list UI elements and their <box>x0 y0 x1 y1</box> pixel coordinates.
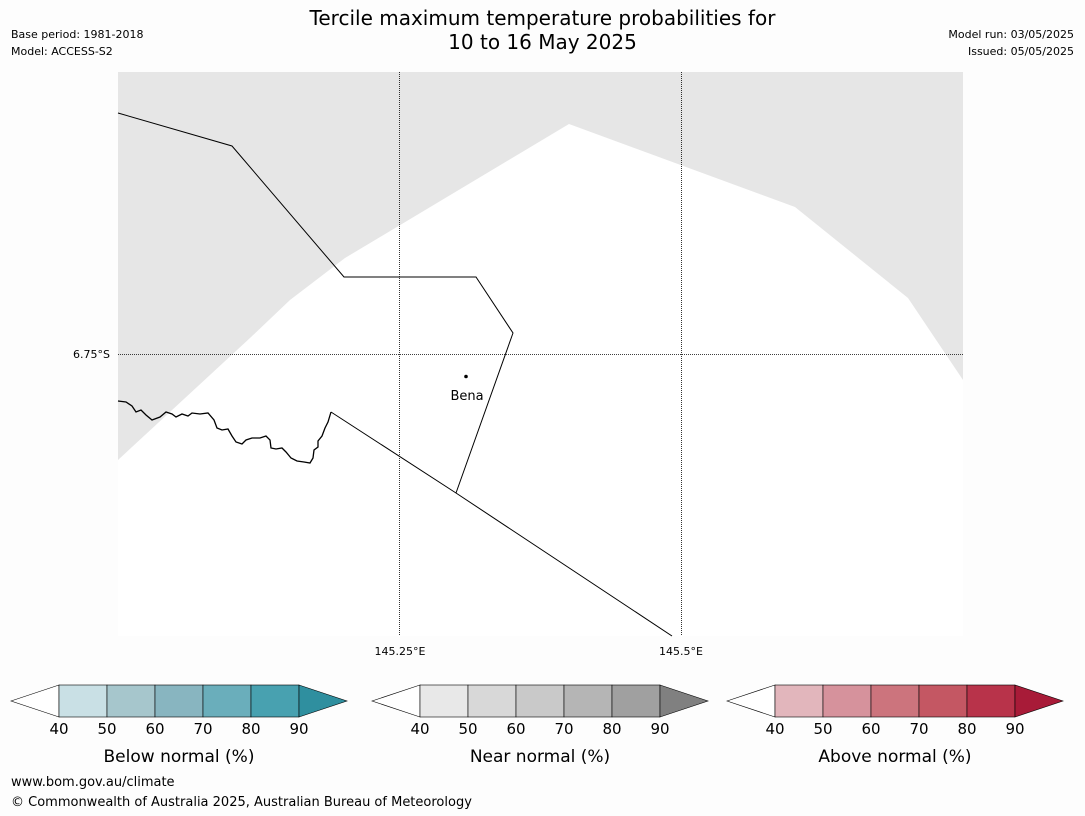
chart-title: Tercile maximum temperature probabilitie… <box>0 6 1085 54</box>
colorbar-tick-label: 50 <box>97 720 116 738</box>
colorbar-tick-label: 80 <box>957 720 976 738</box>
colorbar-tick-label: 80 <box>241 720 260 738</box>
colorbar-above-upper-extend <box>1014 684 1064 718</box>
colorbar-below-lower-extend <box>10 684 60 718</box>
lat-label: 6.75°S <box>73 348 110 361</box>
colorbar-tick-label: 70 <box>554 720 573 738</box>
colorbar-below-upper-extend <box>298 684 348 718</box>
colorbar-tick-label: 90 <box>1005 720 1024 738</box>
colorbar-near-segment <box>515 684 565 718</box>
colorbar-near-segment <box>467 684 517 718</box>
colorbar-above-segment <box>918 684 968 718</box>
colorbar-below-segment <box>106 684 156 718</box>
bena-marker <box>464 374 468 379</box>
bena-label: Bena <box>450 389 483 404</box>
colorbar-above-lower-extend <box>726 684 776 718</box>
colorbar-label: Above normal (%) <box>818 747 971 767</box>
colorbar-tick-label: 80 <box>602 720 621 738</box>
colorbar-below-segment <box>250 684 300 718</box>
base-period: Base period: 1981-2018 <box>11 28 144 41</box>
colorbar-above-segment <box>774 684 824 718</box>
province-boundary-west <box>117 112 514 494</box>
colorbar-tick-label: 60 <box>145 720 164 738</box>
colorbar-tick-label: 90 <box>650 720 669 738</box>
colorbar-near-segment <box>563 684 613 718</box>
colorbar-tick-label: 60 <box>861 720 880 738</box>
lon-label-145-5: 145.5°E <box>659 645 703 658</box>
footer-url[interactable]: www.bom.gov.au/climate <box>11 775 175 790</box>
colorbar-tick-label: 50 <box>458 720 477 738</box>
title-line-2: 10 to 16 May 2025 <box>448 30 637 54</box>
colorbar-tick-label: 40 <box>410 720 429 738</box>
colorbar-below-segment <box>58 684 108 718</box>
colorbar-below-segment <box>202 684 252 718</box>
colorbar-tick-label: 70 <box>193 720 212 738</box>
province-boundary-south <box>330 411 673 637</box>
colorbar-tick-label: 60 <box>506 720 525 738</box>
colorbar-tick-label: 70 <box>909 720 928 738</box>
colorbar-label: Near normal (%) <box>470 747 610 767</box>
meta-left: Base period: 1981-2018 Model: ACCESS-S2 <box>11 26 143 60</box>
colorbar-near-lower-extend <box>371 684 421 718</box>
colorbar-above: 40 50 60 70 80 90 Above normal (%) <box>726 684 1064 767</box>
colorbar-near-segment <box>611 684 661 718</box>
lon-label-145-25: 145.25°E <box>375 645 426 658</box>
model-name: Model: ACCESS-S2 <box>11 45 113 58</box>
colorbar-tick-label: 40 <box>49 720 68 738</box>
colorbar-tick-label: 40 <box>765 720 784 738</box>
colorbar-near: 40 50 60 70 80 90 Near normal (%) <box>371 684 709 767</box>
colorbar-label: Below normal (%) <box>104 747 255 767</box>
masked-region-top <box>118 72 963 460</box>
colorbar-near-upper-extend <box>659 684 709 718</box>
colorbar-above-segment <box>822 684 872 718</box>
model-run: Model run: 03/05/2025 <box>948 28 1074 41</box>
colorbar-tick-label: 50 <box>813 720 832 738</box>
meta-right: Model run: 03/05/2025 Issued: 05/05/2025 <box>948 26 1074 60</box>
colorbar-below: 40 50 60 70 80 90 Below normal (%) <box>10 684 348 767</box>
colorbar-tick-label: 90 <box>289 720 308 738</box>
coastline <box>117 400 332 464</box>
colorbar-below-segment <box>154 684 204 718</box>
colorbar-near-segment <box>419 684 469 718</box>
title-line-1: Tercile maximum temperature probabilitie… <box>309 6 776 30</box>
issued-date: Issued: 05/05/2025 <box>967 45 1074 58</box>
colorbars: 40 50 60 70 80 90 Below normal (%) 40 50 60 70 80 90… <box>10 684 1064 767</box>
footer-copyright: © Commonwealth of Australia 2025, Austra… <box>11 795 472 810</box>
colorbar-above-segment <box>870 684 920 718</box>
colorbar-above-segment <box>966 684 1016 718</box>
